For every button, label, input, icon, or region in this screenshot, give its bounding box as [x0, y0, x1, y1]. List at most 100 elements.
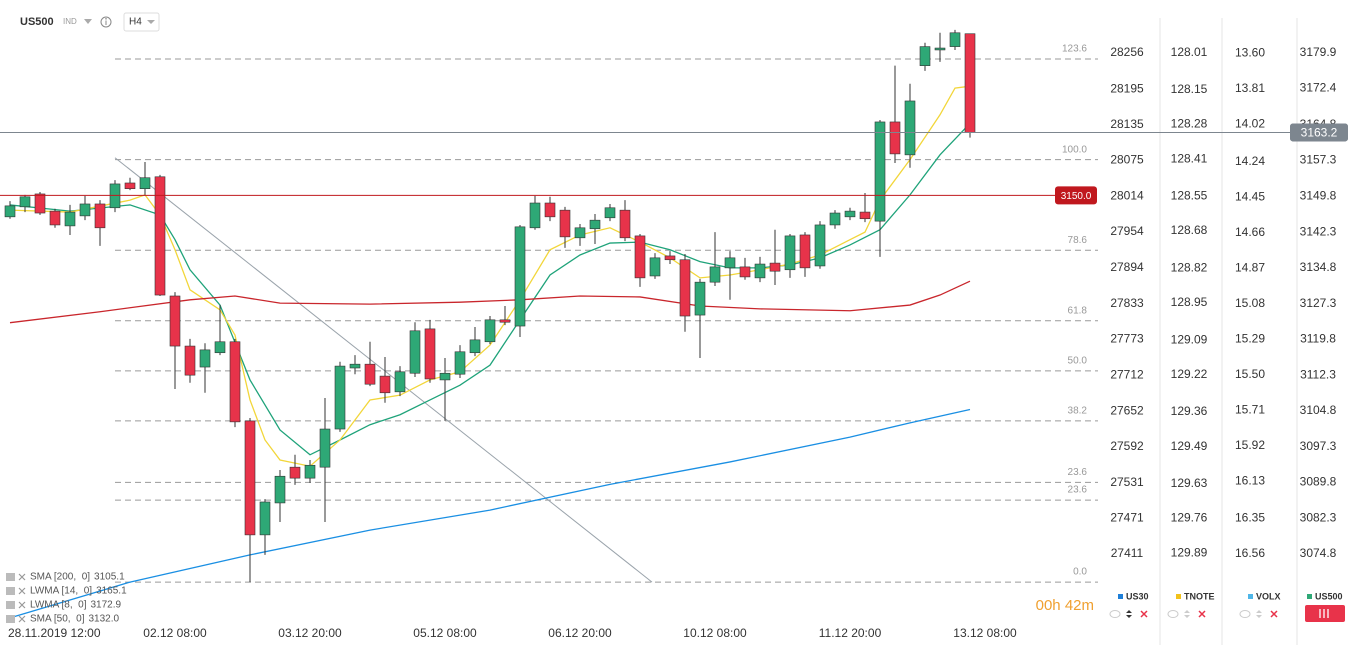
candle-body: [274, 475, 286, 504]
axis-tick-label: 128.28: [1171, 117, 1208, 131]
x-tick-label: 28.11.2019 12:00: [8, 626, 101, 640]
candle-body: [904, 100, 916, 156]
candle-body: [544, 202, 556, 218]
info-icon[interactable]: [100, 16, 112, 28]
symbol-dropdown[interactable]: [84, 19, 92, 24]
market: IND: [63, 17, 77, 26]
candle-timer: 00h 42m: [1036, 597, 1094, 614]
candle-body: [349, 363, 361, 369]
reorder-icon: [1126, 610, 1132, 618]
candle-body: [844, 210, 856, 218]
compare-name: US500: [1315, 591, 1343, 601]
timeframe-button[interactable]: [123, 12, 160, 32]
candle-body: [319, 428, 331, 468]
fib-label: 100.0: [1062, 144, 1087, 155]
reorder-icon: [1184, 610, 1190, 618]
candle-body: [484, 319, 496, 343]
candle-body: [859, 211, 871, 220]
candle-body: [589, 219, 601, 230]
candle-body: [424, 328, 436, 380]
candle-body: [199, 349, 211, 368]
candle-body: [94, 203, 106, 229]
candle-body: [949, 32, 961, 47]
legend-value: 3172.9: [91, 600, 122, 611]
axis-tick-label: 28195: [1110, 81, 1144, 95]
x-tick-label: 06.12 20:00: [548, 626, 612, 640]
price-badge-label: 3150.0: [1061, 191, 1092, 202]
axis-tick-label: 27712: [1110, 368, 1144, 382]
axis-tick-label: 14.02: [1235, 117, 1265, 131]
candle-body: [829, 212, 841, 226]
fib-label: 23.6: [1068, 485, 1088, 496]
fib-label: 123.6: [1062, 44, 1087, 55]
y-tick-label: 3127.3: [1300, 296, 1337, 310]
legend-remove: [18, 615, 26, 623]
candle-body: [724, 257, 736, 269]
axis-tick-label: 27592: [1110, 439, 1144, 453]
y-tick-label: 3134.8: [1300, 260, 1337, 274]
eye-icon: [1239, 610, 1251, 618]
timeframe-caret: [147, 20, 155, 24]
candle-body: [514, 226, 526, 327]
candle-body: [634, 235, 646, 279]
axis-tick-label: 15.29: [1235, 331, 1265, 345]
axis-tick-label: 14.45: [1235, 189, 1265, 203]
axis-tick-label: 129.36: [1171, 404, 1208, 418]
candle-body: [139, 177, 151, 190]
indicator-line: [9, 408, 971, 619]
settings-button: [1305, 605, 1345, 622]
fib-label: 23.6: [1068, 467, 1088, 478]
indicator-line: [9, 280, 971, 324]
axis-tick-label: 128.95: [1171, 295, 1208, 309]
x-tick-label: 11.12 20:00: [819, 626, 882, 640]
legend-remove: [18, 573, 26, 581]
y-tick-label: 3142.3: [1300, 224, 1337, 238]
axis-tick-label: 128.82: [1171, 260, 1208, 274]
compare-swatch: [1307, 594, 1312, 599]
candle-body: [754, 263, 766, 279]
y-tick-label: 3172.4: [1300, 81, 1337, 95]
compare-swatch: [1176, 594, 1181, 599]
axis-tick-label: 13.81: [1235, 81, 1265, 95]
candle-body: [214, 341, 226, 354]
candle-body: [709, 266, 721, 283]
symbol[interactable]: US500: [20, 16, 54, 28]
candle-body: [184, 345, 196, 376]
x-tick-label: 05.12 08:00: [413, 626, 477, 640]
candle-body: [49, 210, 61, 226]
candle-body: [334, 365, 346, 430]
candle-body: [4, 205, 16, 218]
compare-name: US30: [1126, 591, 1149, 601]
legend-label: SMA [200, 0]: [30, 572, 90, 583]
axis-tick-label: 15.50: [1235, 367, 1265, 381]
compare-swatch: [1248, 594, 1253, 599]
info-icon-dot: [105, 18, 107, 20]
compare-swatch: [1118, 594, 1123, 599]
axis-tick-label: 16.13: [1235, 473, 1265, 487]
y-tick-label: 3119.8: [1300, 332, 1336, 346]
candle-body: [739, 266, 751, 278]
axis-tick-label: 129.09: [1171, 332, 1208, 346]
x-tick-label: 02.12 08:00: [143, 626, 207, 640]
axis-tick-label: 27833: [1110, 296, 1144, 310]
candle-body: [799, 234, 811, 269]
candle-body: [79, 203, 91, 217]
candle-body: [559, 209, 571, 238]
candle-body: [124, 182, 136, 190]
candle-body: [454, 351, 466, 375]
axis-tick-label: 27471: [1110, 511, 1144, 525]
candle-body: [919, 46, 931, 66]
axis-tick-label: 14.24: [1235, 154, 1265, 168]
candle-body: [244, 420, 256, 536]
candle-body: [769, 262, 781, 272]
eye-icon: [1109, 610, 1121, 618]
candle-body: [604, 207, 616, 219]
axis-tick-label: 27531: [1110, 475, 1144, 489]
remove-icon: [1270, 610, 1278, 618]
candle-body: [304, 464, 316, 479]
axis-tick-label: 128.68: [1171, 223, 1208, 237]
fib-label: 61.8: [1068, 305, 1088, 316]
timeframe[interactable]: H4: [129, 17, 142, 28]
